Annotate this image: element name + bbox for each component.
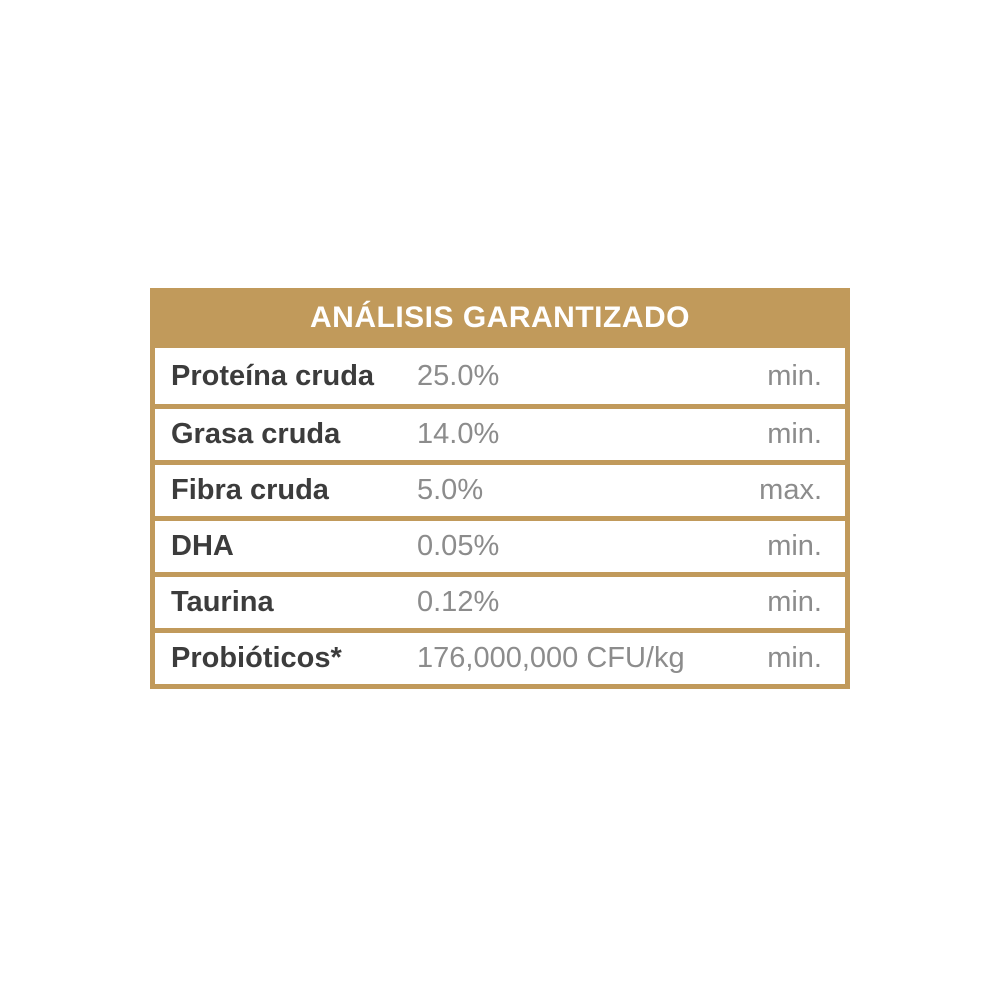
row-limit-label: min. xyxy=(767,530,822,562)
row-limit-label: min. xyxy=(767,418,822,450)
row-limit-label: min. xyxy=(767,586,822,618)
row-amount-value: 176,000,000 CFU/kg xyxy=(417,642,685,674)
row-amount-value: 25.0% xyxy=(417,359,500,392)
table-row: Fibra cruda 5.0% max. xyxy=(155,460,845,516)
row-limit-label: max. xyxy=(759,474,822,506)
row-nutrient-label: DHA xyxy=(171,530,234,562)
row-nutrient-label: Grasa cruda xyxy=(171,418,341,450)
row-limit-label: min. xyxy=(767,642,822,674)
row-nutrient-label: Fibra cruda xyxy=(171,474,329,506)
table-title: ANÁLISIS GARANTIZADO xyxy=(310,301,690,334)
row-amount-value: 5.0% xyxy=(417,474,484,506)
table-row: Grasa cruda 14.0% min. xyxy=(155,404,845,460)
row-nutrient-label: Taurina xyxy=(171,586,274,618)
row-amount-value: 0.05% xyxy=(417,530,500,562)
table-row: Probióticos* 176,000,000 CFU/kg min. xyxy=(155,628,845,684)
table-row: Proteína cruda 25.0% min. xyxy=(155,348,845,404)
row-nutrient-label: Proteína cruda xyxy=(171,359,375,392)
row-limit-label: min. xyxy=(767,359,822,392)
row-nutrient-label: Probióticos* xyxy=(171,642,342,674)
table-header: ANÁLISIS GARANTIZADO xyxy=(150,288,850,348)
table-row: Taurina 0.12% min. xyxy=(155,572,845,628)
row-amount-value: 14.0% xyxy=(417,418,500,450)
table-body: Proteína cruda 25.0% min. Grasa cruda 14.0% m… xyxy=(150,348,850,689)
guaranteed-analysis-table: ANÁLISIS GARANTIZADO Proteína cruda 25.0%… xyxy=(150,288,850,689)
table-row: DHA 0.05% min. xyxy=(155,516,845,572)
row-amount-value: 0.12% xyxy=(417,586,500,618)
